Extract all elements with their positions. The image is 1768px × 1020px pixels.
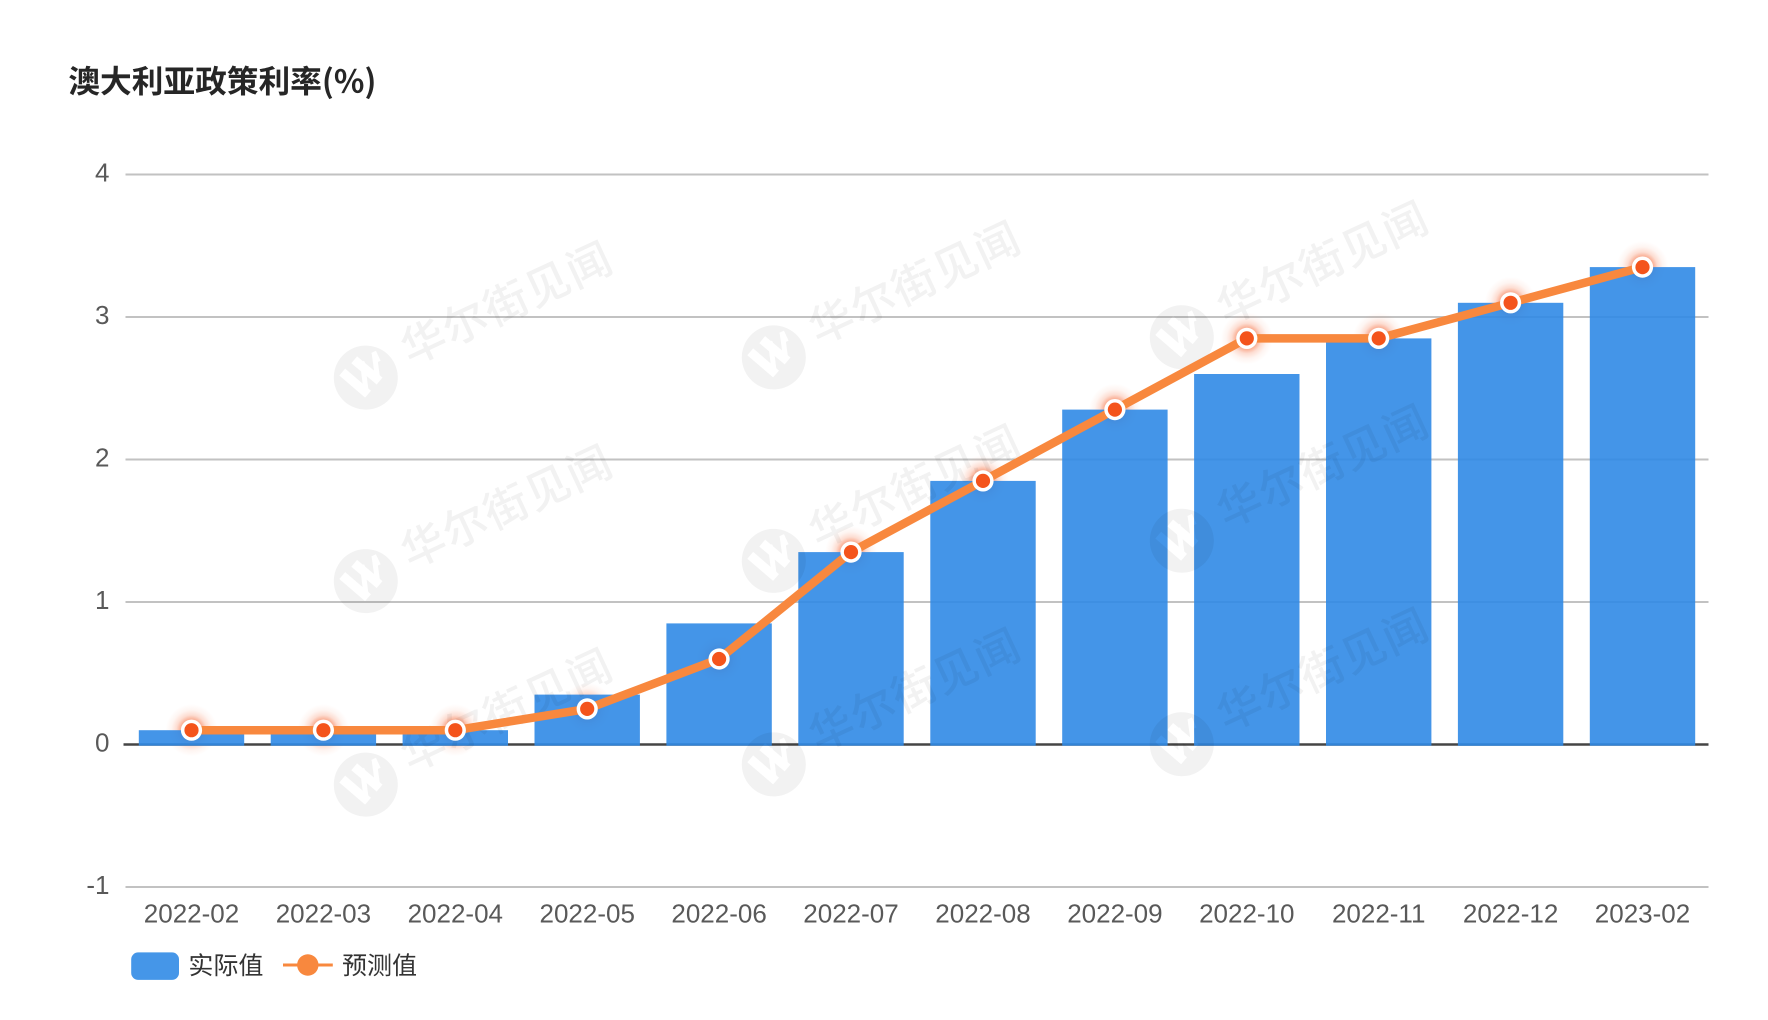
svg-text:2022-10: 2022-10 <box>1199 899 1294 929</box>
svg-text:2022-06: 2022-06 <box>671 899 766 929</box>
svg-text:2022-12: 2022-12 <box>1463 899 1558 929</box>
svg-text:-1: -1 <box>86 870 109 900</box>
svg-text:2022-05: 2022-05 <box>539 899 634 929</box>
svg-text:2022-03: 2022-03 <box>276 899 371 929</box>
svg-text:3: 3 <box>95 300 109 330</box>
svg-text:2022-07: 2022-07 <box>803 899 898 929</box>
svg-text:2022-02: 2022-02 <box>144 899 239 929</box>
svg-text:2022-11: 2022-11 <box>1332 899 1426 929</box>
svg-text:2022-04: 2022-04 <box>408 899 503 929</box>
svg-text:2022-08: 2022-08 <box>935 899 1030 929</box>
svg-text:2023-02: 2023-02 <box>1595 899 1690 929</box>
svg-text:2022-09: 2022-09 <box>1067 899 1162 929</box>
svg-text:2: 2 <box>95 442 109 472</box>
svg-text:4: 4 <box>95 157 109 187</box>
svg-text:0: 0 <box>95 727 109 757</box>
svg-text:1: 1 <box>95 585 109 615</box>
